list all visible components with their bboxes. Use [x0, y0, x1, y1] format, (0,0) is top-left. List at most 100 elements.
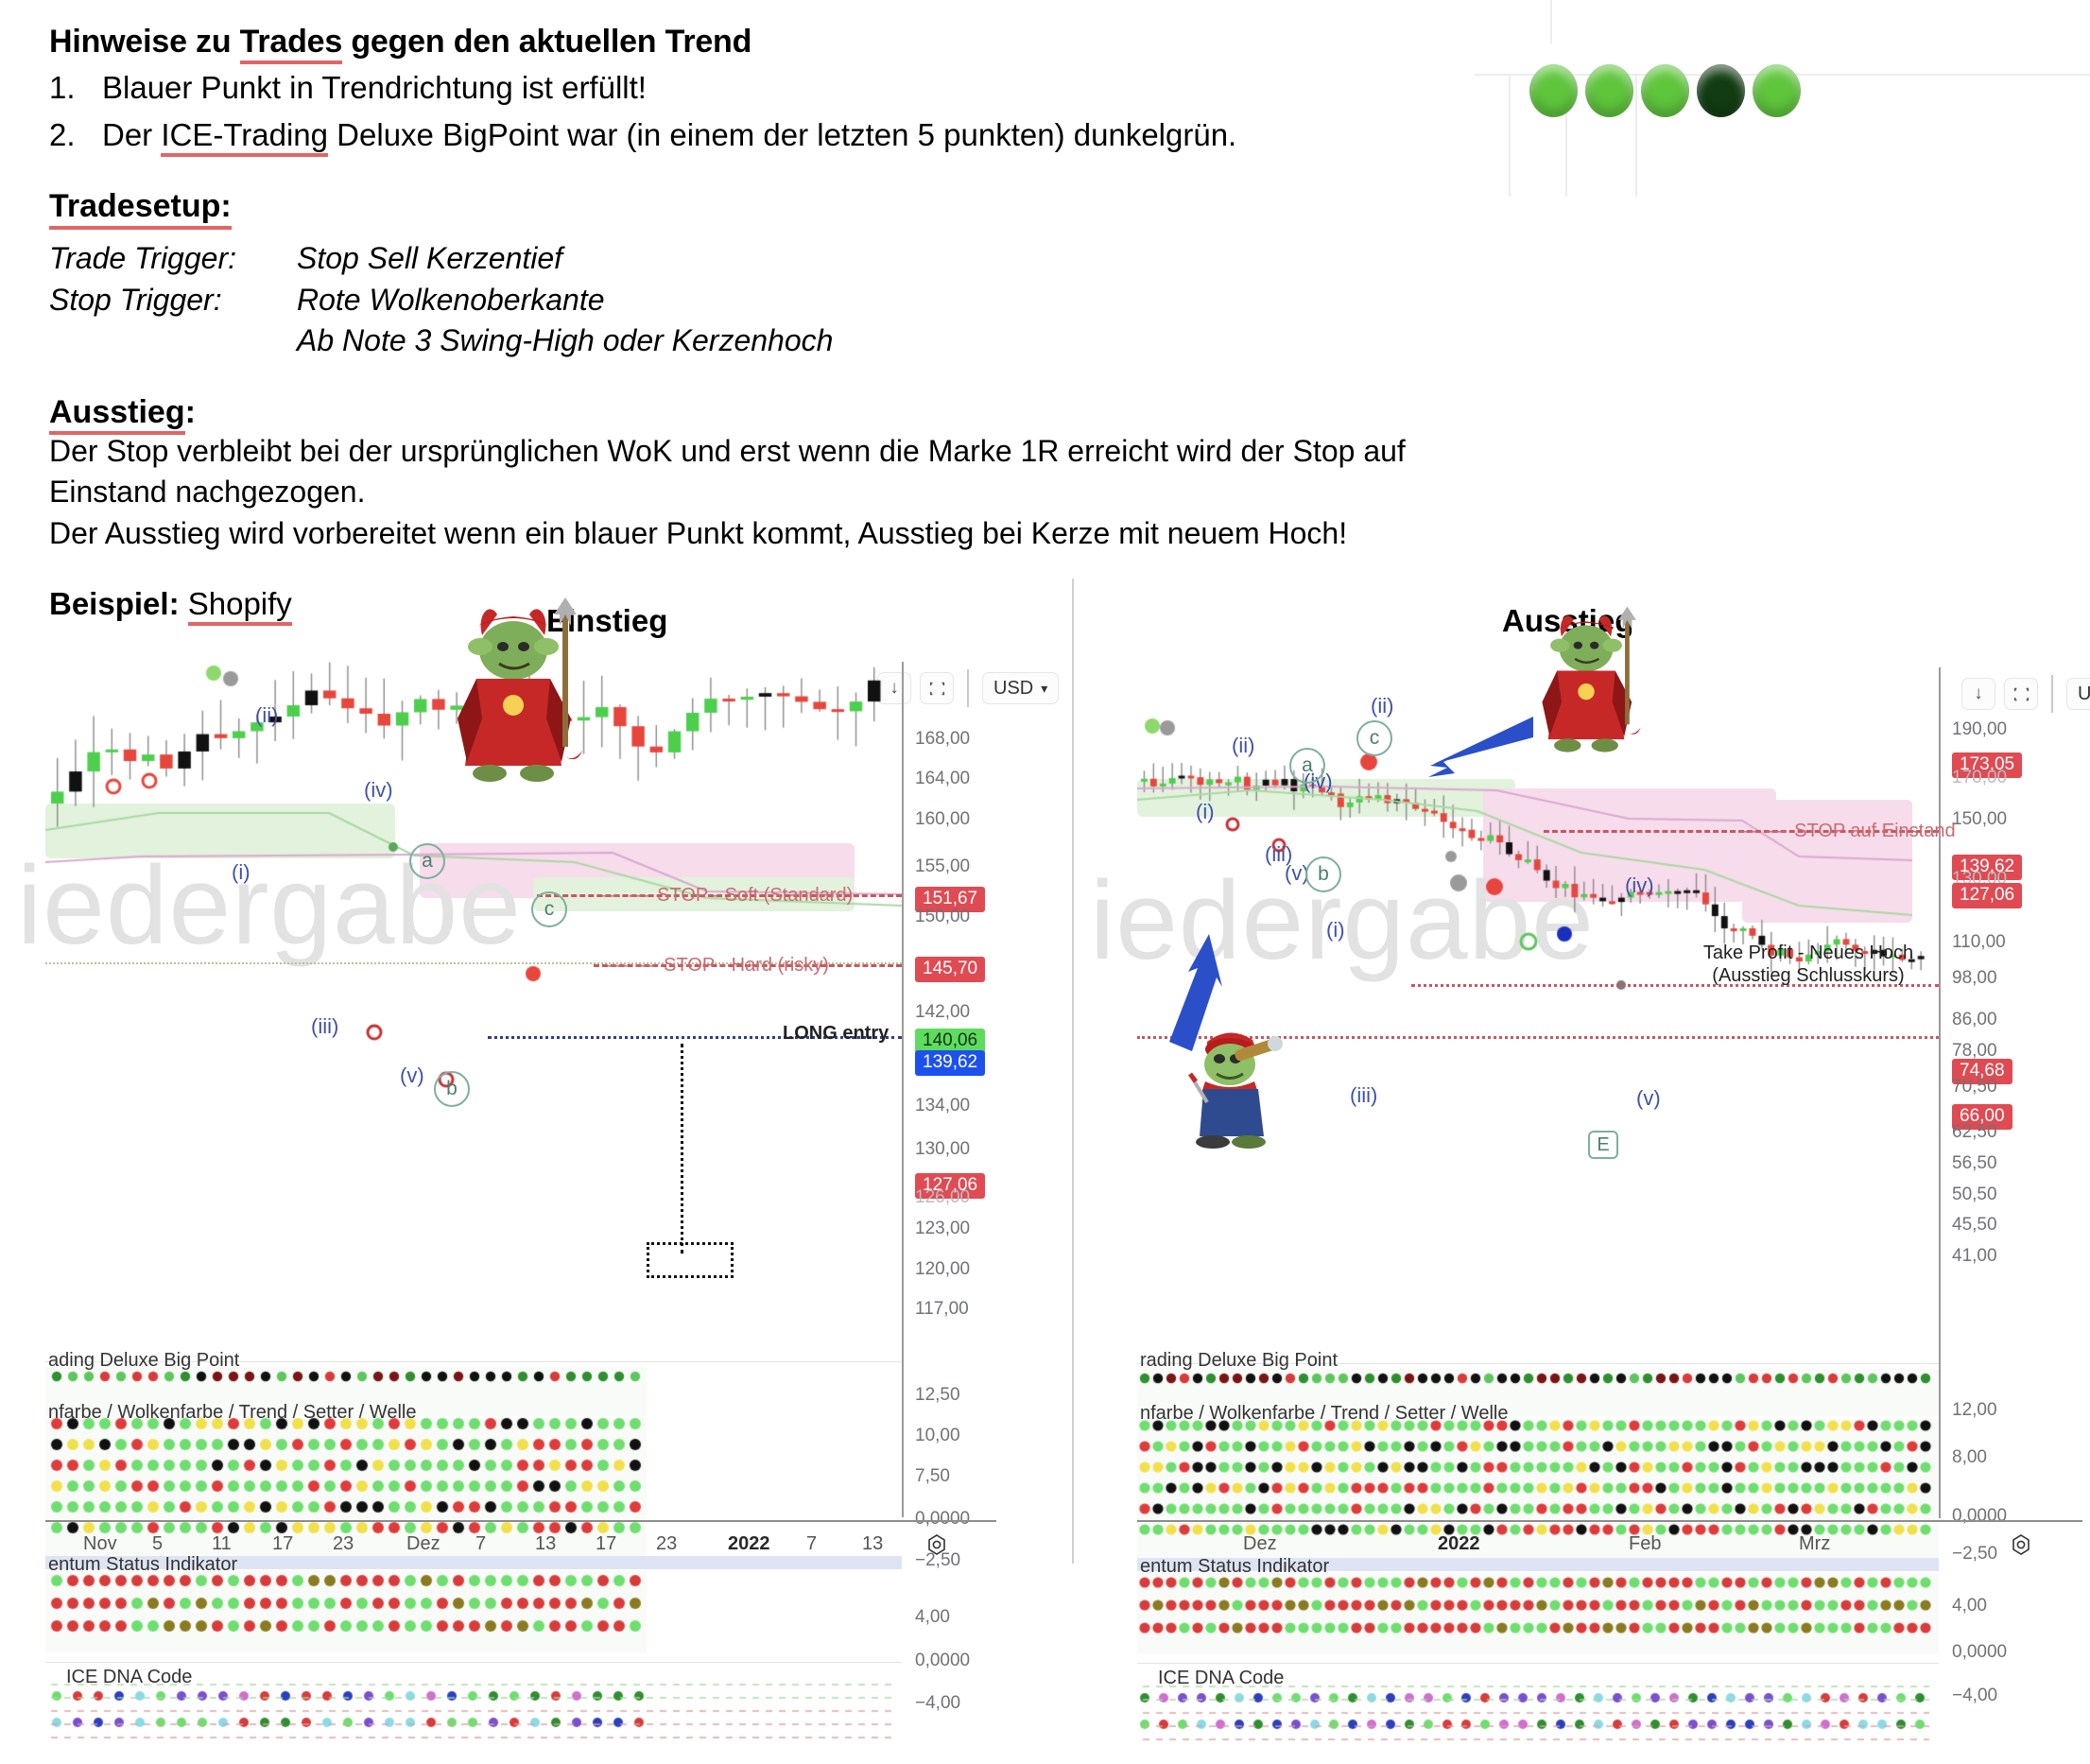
wave-circle-a: a [409, 843, 445, 879]
stop-soft-line [537, 894, 902, 897]
price-label-4550: 45,50 [1952, 1215, 1997, 1235]
price-label-13400: 134,00 [915, 1096, 971, 1115]
x-axis-label: Dez [1243, 1533, 1277, 1554]
x-axis-label: 13 [535, 1533, 557, 1554]
faint-grid-line-v3 [1565, 74, 1567, 197]
ind-label-bigpoint: rading Deluxe Big Point [1140, 1350, 1339, 1371]
stop-auf-einstand-label: — — STOP auf Einstand [1738, 821, 1956, 841]
right-chart-toolbar[interactable]: ↓ USD ▾ [1961, 675, 2090, 713]
take-profit-label: Take Profit - Neues Hoch (Ausstieg Schlu… [1685, 942, 1931, 987]
ind-separator-1 [1137, 1363, 1939, 1364]
indicator-axis-label: −2,50 [1952, 1544, 1998, 1564]
status-dot-2 [1585, 64, 1633, 117]
indicator-axis-label: 0,0000 [1952, 1506, 2008, 1526]
x-axis-label: 7 [475, 1533, 487, 1554]
price-label-16000: 160,00 [915, 809, 971, 829]
ausstieg-line-1: Der Stop verbleibt bei der ursprüngliche… [49, 433, 1406, 510]
faint-grid-line-v4 [1635, 74, 1637, 197]
left-chart-toolbar[interactable]: ↓ USD ▾ [877, 669, 1060, 707]
stop-auf-einstand-line [1544, 830, 1939, 833]
price-label-17000: 170,00 [1952, 768, 2008, 787]
devil-goblin-figure [423, 577, 603, 808]
wave-circle-c: c [1356, 720, 1392, 756]
left-price-axis [902, 662, 904, 1517]
price-label-12300: 123,00 [915, 1219, 971, 1238]
refresh-icon[interactable] [2004, 678, 2038, 710]
price-label-14200: 142,00 [915, 1002, 971, 1022]
notes-heading-underlined: Trades [239, 24, 342, 64]
price-label-5650: 56,50 [1952, 1153, 1997, 1173]
panel-divider [1072, 579, 1074, 1564]
indicator-axis-label: 4,00 [915, 1607, 950, 1627]
note-item-2-number: 2. [49, 116, 76, 152]
x-axis-label: 17 [596, 1533, 617, 1554]
exit-tag-e: E [1588, 1131, 1618, 1159]
x-axis-label: 2022 [728, 1533, 770, 1554]
wave-label-ii: (ii) [255, 703, 279, 727]
price-label-6600: 66,00 [1952, 1104, 2012, 1130]
price-label-13962: 139,62 [1952, 855, 2023, 880]
stop-trigger-row: Stop Trigger: Rote Wolkenoberkante [49, 280, 1524, 321]
wave-label-iv-b: (iv) [1625, 873, 1654, 897]
x-axis-label: Feb [1629, 1533, 1662, 1554]
price-label-15167: 151,67 [915, 887, 986, 912]
note-item-1: 1. Blauer Punkt in Trendrichtung ist erf… [49, 66, 1524, 110]
refresh-icon[interactable] [920, 672, 954, 704]
wave-circle-b: b [1305, 856, 1341, 892]
indicator-axis-label: 7,50 [915, 1466, 950, 1486]
ausstieg-heading-colon: : [184, 393, 196, 430]
settings-gear-icon-left[interactable] [924, 1532, 949, 1562]
note-item-2-post: Deluxe BigPoint war (in einem der letzte… [328, 116, 1237, 152]
price-label-14006: 140,06 [915, 1029, 986, 1054]
take-profit-line [1411, 984, 1939, 987]
download-icon[interactable]: ↓ [1961, 678, 1995, 710]
stop-trigger-label: Stop Trigger: [49, 282, 222, 317]
price-label-15500: 155,00 [915, 856, 971, 876]
wave-label-iii: (iii) [311, 1014, 339, 1038]
x-axis-label: 7 [806, 1533, 818, 1554]
chart-panel-ausstieg[interactable]: ↓ USD ▾ iedergabe — — STOP auf Einstand … [1090, 606, 2090, 1764]
price-label-14570: 145,70 [915, 957, 986, 982]
price-label-15000: 150,00 [915, 907, 971, 926]
price-label-11000: 110,00 [1952, 932, 2006, 952]
ausstieg-heading: Ausstieg [49, 393, 185, 435]
wave-label-i-a: (i) [1196, 800, 1215, 823]
price-label-7800: 78,00 [1952, 1041, 1997, 1061]
wave-label-ii-b: (ii) [1371, 694, 1394, 718]
currency-selector[interactable]: USD ▾ [982, 672, 1060, 704]
chart-panel-einstieg[interactable]: ↓ USD ▾ iedergabe — — STOP - Soft (Stand… [17, 597, 1060, 1762]
right-x-axis-rule [1137, 1520, 2082, 1522]
settings-gear-icon-right[interactable] [2009, 1532, 2033, 1562]
wave-circle-b: b [434, 1071, 470, 1107]
x-axis-label: Dez [406, 1533, 440, 1554]
note-item-1-text: Blauer Punkt in Trendrichtung ist erfüll… [102, 70, 647, 106]
x-axis-label: 2022 [1438, 1533, 1480, 1554]
ausstieg-heading-row: Ausstieg: [49, 393, 1524, 435]
price-label-12600: 126,00 [915, 1187, 971, 1207]
toolbar-separator [967, 669, 969, 707]
left-indicator-dots [45, 1365, 902, 1762]
x-axis-label: 17 [272, 1533, 294, 1554]
currency-label: USD [2078, 683, 2090, 704]
status-dot-4 [1697, 64, 1745, 117]
tradesetup-heading: Tradesetup: [49, 188, 232, 231]
entry-highlight-box [647, 1242, 734, 1278]
trade-trigger-label: Trade Trigger: [49, 241, 236, 276]
blue-arrow-bottom [1169, 934, 1222, 1051]
x-axis-label: 23 [333, 1533, 354, 1554]
note-item-2: 2. Der ICE-Trading Deluxe BigPoint war (… [49, 113, 1524, 157]
currency-selector[interactable]: USD ▾ [2066, 678, 2090, 710]
price-label-6250: 62,50 [1952, 1122, 1997, 1142]
lower-reference-line [1137, 1036, 1939, 1039]
indicator-axis-label: 0,0000 [915, 1651, 971, 1670]
wave-label-iii-b: (iii) [1350, 1083, 1378, 1107]
price-label-5050: 50,50 [1952, 1185, 1997, 1204]
x-axis-label: Mrz [1799, 1533, 1831, 1554]
chevron-down-icon: ▾ [1041, 680, 1048, 696]
indicator-axis-label: 10,00 [915, 1426, 960, 1445]
note-item-2-underlined: ICE-Trading [161, 116, 329, 157]
price-label-12000: 120,00 [915, 1259, 971, 1279]
price-label-13962: 139,62 [915, 1050, 986, 1076]
indicator-axis-label: −4,00 [915, 1693, 961, 1713]
status-dots [1529, 64, 1801, 117]
